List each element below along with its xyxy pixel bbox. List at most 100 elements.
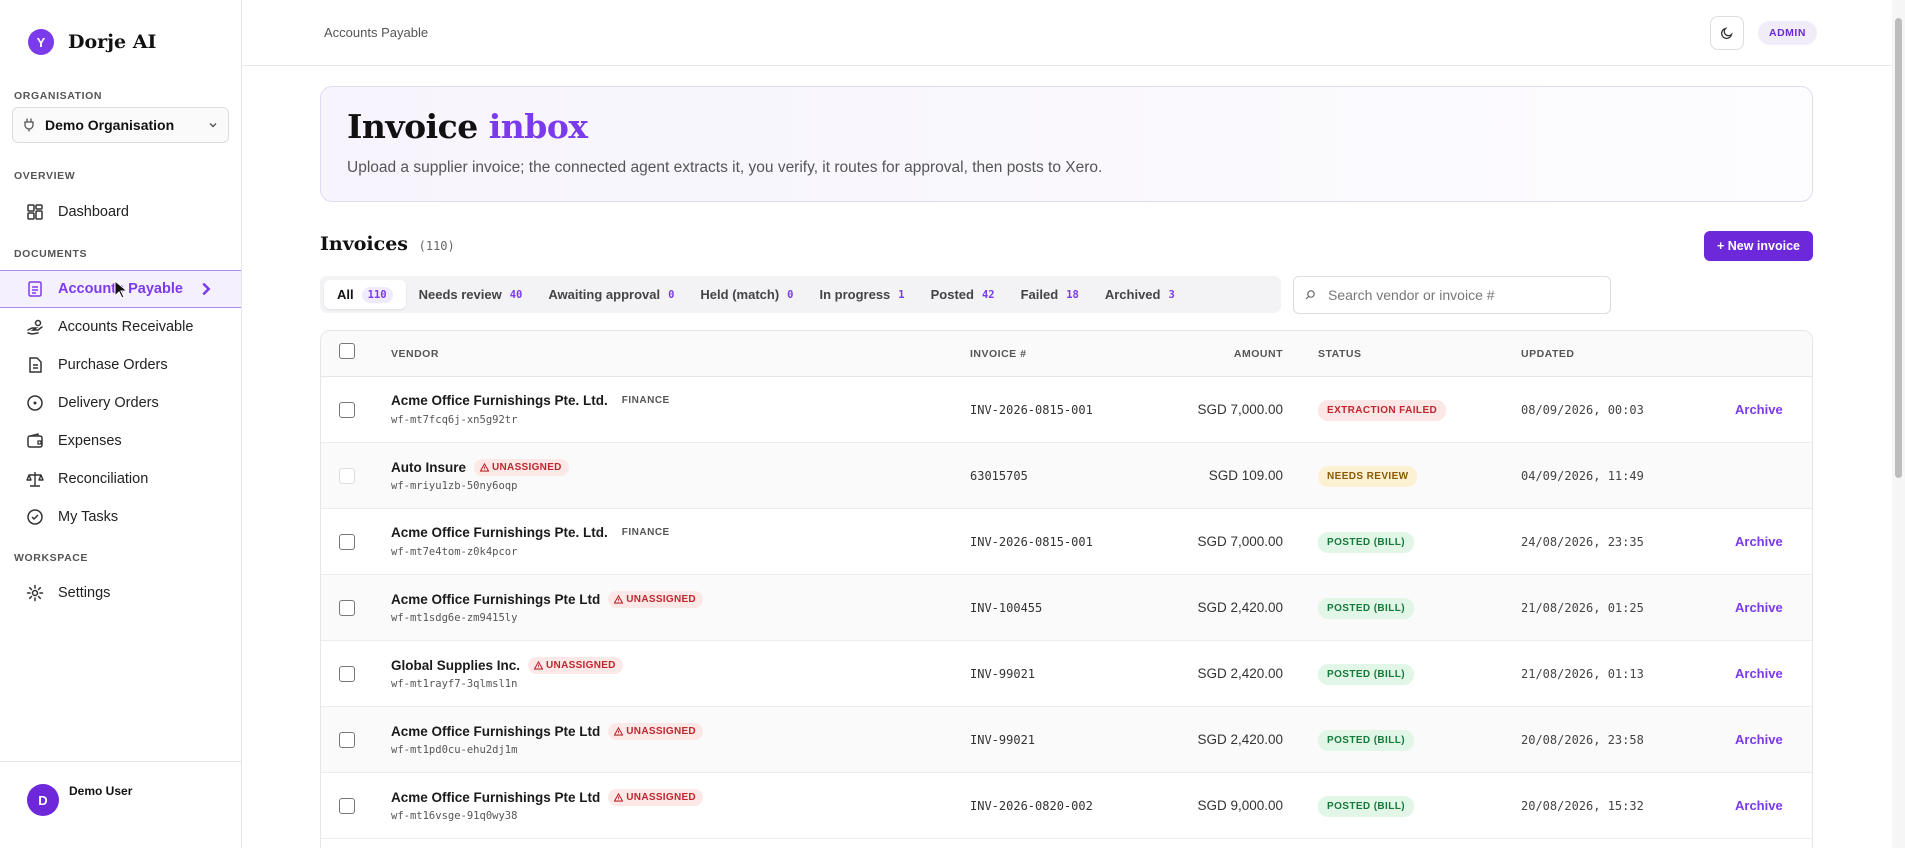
tab-count: 0: [787, 288, 794, 301]
row-checkbox[interactable]: [339, 534, 355, 550]
table-row[interactable]: Acme Office Furnishings Pte Ltd UNASSIGNE…: [321, 707, 1812, 773]
wallet-icon: [27, 433, 43, 448]
table-row[interactable]: Acme Office Furnishings Pte. Ltd. FINANCE…: [321, 377, 1812, 443]
check-circle-icon: [27, 509, 43, 525]
unassigned-badge: UNASSIGNED: [528, 657, 623, 674]
updated-timestamp: 04/09/2026, 11:49: [1521, 469, 1644, 483]
scrollbar[interactable]: [1892, 0, 1905, 848]
vendor-name: Acme Office Furnishings Pte Ltd: [391, 724, 601, 739]
vendor-cell: Auto Insure UNASSIGNED: [391, 459, 569, 476]
tab-all[interactable]: All 110: [324, 280, 406, 309]
user-footer[interactable]: D Demo User: [0, 761, 241, 848]
tab-count: 1: [898, 288, 905, 301]
status-badge: POSTED (BILL): [1318, 598, 1414, 619]
invoice-amount: SGD 2,420.00: [1197, 666, 1283, 681]
row-checkbox[interactable]: [339, 402, 355, 418]
row-checkbox[interactable]: [339, 600, 355, 616]
tab-label: Archived: [1104, 287, 1161, 302]
search-icon: [1305, 290, 1315, 300]
new-invoice-button[interactable]: + New invoice: [1704, 231, 1813, 261]
avatar: D: [27, 784, 59, 816]
tab-label: Failed: [1020, 287, 1059, 302]
gear-icon: [26, 584, 44, 602]
clock-icon: [27, 395, 43, 411]
sidebar-item-my-tasks[interactable]: My Tasks: [0, 498, 241, 536]
vendor-cell: Acme Office Furnishings Pte Ltd UNASSIGNE…: [391, 723, 703, 740]
org-select[interactable]: Demo Organisation: [12, 107, 229, 143]
unassigned-label: UNASSIGNED: [626, 594, 696, 605]
unassigned-label: UNASSIGNED: [626, 726, 696, 737]
table-row[interactable]: Global Supplies Inc. UNASSIGNED wf-mt1rayf…: [321, 641, 1812, 707]
row-checkbox[interactable]: [339, 468, 355, 484]
select-all-checkbox[interactable]: [339, 343, 355, 359]
column-vendor[interactable]: VENDOR: [391, 348, 439, 360]
archive-button[interactable]: Archive: [1735, 732, 1783, 747]
tab-failed[interactable]: Failed 18: [1008, 280, 1092, 309]
column-invoice[interactable]: INVOICE #: [970, 348, 1027, 360]
hand-coins-icon: [27, 319, 43, 335]
search-box[interactable]: [1293, 276, 1611, 314]
sidebar-item-settings[interactable]: Settings: [0, 574, 241, 612]
archive-button[interactable]: Archive: [1735, 798, 1783, 813]
sidebar-item-label: Settings: [58, 585, 111, 601]
column-status[interactable]: STATUS: [1318, 348, 1362, 360]
search-input[interactable]: [1328, 287, 1598, 303]
theme-toggle-button[interactable]: [1710, 16, 1744, 50]
sidebar-item-accounts-receivable[interactable]: Accounts Receivable: [0, 308, 241, 346]
invoice-amount: SGD 109.00: [1208, 468, 1283, 483]
column-amount[interactable]: AMOUNT: [1233, 348, 1283, 360]
tab-held-match[interactable]: Held (match) 0: [687, 280, 806, 309]
table-row[interactable]: Acme Office Furnishings Pte Ltd UNASSIGNE…: [321, 575, 1812, 641]
user-name: Demo User: [69, 784, 133, 798]
updated-timestamp: 20/08/2026, 23:58: [1521, 733, 1644, 747]
tab-count: 0: [668, 288, 675, 301]
archive-button[interactable]: Archive: [1735, 666, 1783, 681]
status-badge: EXTRACTION FAILED: [1318, 400, 1447, 421]
table-row[interactable]: Acme Office Furnishings Pte. Ltd. FINANCE…: [321, 509, 1812, 575]
topbar: Accounts Payable ADMIN: [242, 0, 1892, 66]
sidebar-item-expenses[interactable]: Expenses: [0, 422, 241, 460]
tab-count: 18: [1066, 288, 1079, 301]
archive-button[interactable]: Archive: [1735, 534, 1783, 549]
tab-archived[interactable]: Archived 3: [1092, 280, 1188, 309]
org-label: ORGANISATION: [14, 90, 103, 102]
table-row[interactable]: Auto Insure UNASSIGNED wf-mriyu1zb-50ny6oq…: [321, 443, 1812, 509]
row-checkbox[interactable]: [339, 666, 355, 682]
column-updated[interactable]: UPDATED: [1521, 348, 1575, 360]
row-checkbox[interactable]: [339, 798, 355, 814]
sidebar-item-label: Expenses: [58, 433, 122, 449]
tab-label: All: [337, 287, 354, 302]
page-subtitle: Upload a supplier invoice; the connected…: [347, 159, 1103, 176]
status-badge: POSTED (BILL): [1318, 664, 1414, 685]
tab-needs-review[interactable]: Needs review 40: [406, 280, 536, 309]
section-overview: OVERVIEW: [14, 170, 76, 182]
vendor-cell: Acme Office Furnishings Pte. Ltd. FINANCE: [391, 525, 670, 540]
tab-posted[interactable]: Posted 42: [918, 280, 1008, 309]
breadcrumb[interactable]: Accounts Payable: [324, 25, 429, 40]
sidebar-item-dashboard[interactable]: Dashboard: [0, 193, 241, 231]
tab-in-progress[interactable]: In progress 1: [806, 280, 917, 309]
invoice-amount: SGD 2,420.00: [1197, 600, 1283, 615]
tab-count: 110: [361, 286, 393, 303]
sidebar-item-reconciliation[interactable]: Reconciliation: [0, 460, 241, 498]
updated-timestamp: 21/08/2026, 01:25: [1521, 601, 1644, 615]
updated-timestamp: 20/08/2026, 15:32: [1521, 799, 1644, 813]
updated-timestamp: 21/08/2026, 01:13: [1521, 667, 1644, 681]
vendor-name: Acme Office Furnishings Pte Ltd: [391, 790, 601, 805]
unassigned-badge: UNASSIGNED: [608, 723, 703, 740]
row-checkbox[interactable]: [339, 732, 355, 748]
brand[interactable]: Y Dorje AI: [28, 29, 156, 55]
org-select-value: Demo Organisation: [45, 117, 175, 133]
invoice-number: INV-99021: [970, 733, 1036, 747]
sidebar-item-accounts-payable[interactable]: Accounts Payable: [0, 270, 241, 308]
sidebar-item-purchase-orders[interactable]: Purchase Orders: [0, 346, 241, 384]
scroll-thumb[interactable]: [1895, 18, 1902, 478]
workflow-id: wf-mt1sdg6e-zm9415ly: [391, 612, 518, 624]
sidebar-item-delivery-orders[interactable]: Delivery Orders: [0, 384, 241, 422]
invoice-amount: SGD 9,000.00: [1197, 798, 1283, 813]
archive-button[interactable]: Archive: [1735, 402, 1783, 417]
archive-button[interactable]: Archive: [1735, 600, 1783, 615]
team-tag: FINANCE: [621, 527, 670, 538]
table-row[interactable]: Acme Office Furnishings Pte Ltd UNASSIGNE…: [321, 773, 1812, 839]
tab-awaiting-approval[interactable]: Awaiting approval 0: [535, 280, 687, 309]
